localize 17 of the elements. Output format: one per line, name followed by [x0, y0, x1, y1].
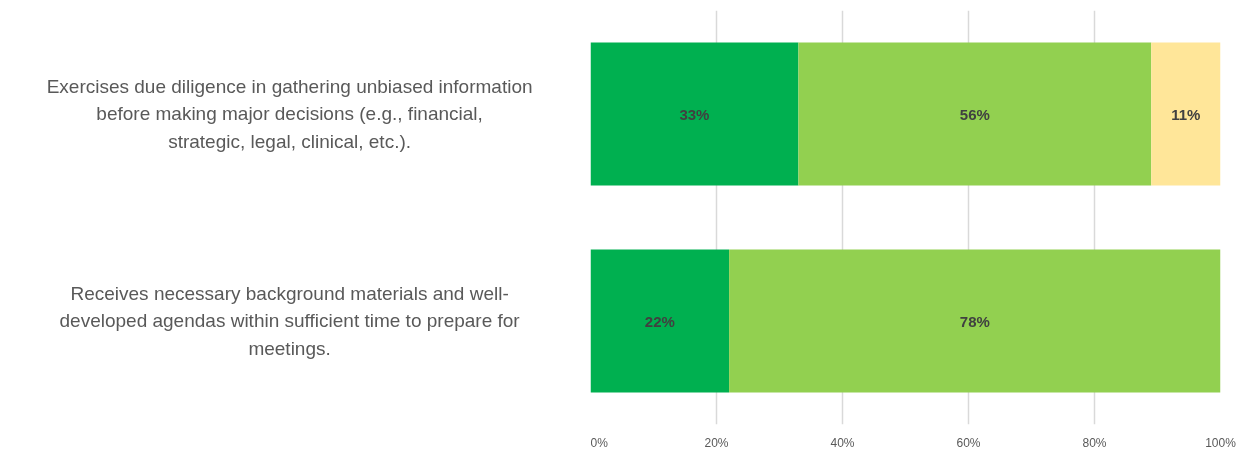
- data-label: 56%: [959, 105, 990, 123]
- data-label: 78%: [959, 312, 990, 330]
- bar: [590, 249, 730, 393]
- y-tick-label: Exercises due diligence in gathering unbiased information before making major decisions (e.g., financial, strategic, legal, clinical, etc.).: [46, 76, 533, 152]
- bar: [590, 42, 799, 186]
- data-label: 33%: [679, 105, 710, 123]
- x-tick-label: 60%: [956, 435, 981, 450]
- data-label: 22%: [644, 312, 675, 330]
- bar: [798, 42, 1152, 186]
- x-tick-label: 100%: [1205, 435, 1237, 450]
- y-tick-label: Receives necessary background materials and well-developed agendas within sufficient time to prepare for meetings.: [59, 283, 521, 359]
- x-tick-label: 40%: [830, 435, 855, 450]
- bar: [1151, 42, 1221, 186]
- x-tick-label: 80%: [1082, 435, 1107, 450]
- x-tick-label: 20%: [704, 435, 729, 450]
- data-label: 11%: [1171, 105, 1201, 123]
- x-tick-label: 0%: [590, 435, 609, 450]
